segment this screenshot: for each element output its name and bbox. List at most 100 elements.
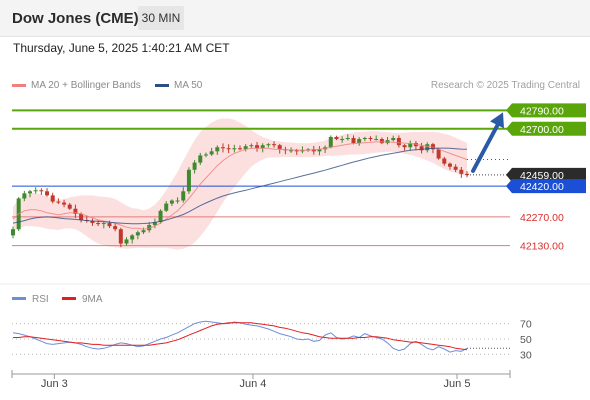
candle-body xyxy=(50,195,55,202)
ma20-line xyxy=(12,141,468,230)
candle-body xyxy=(243,146,248,150)
candle-body xyxy=(362,138,367,140)
candle-body xyxy=(113,226,118,230)
candle-body xyxy=(181,191,186,201)
candle-body xyxy=(90,221,95,224)
candle-body xyxy=(425,144,430,151)
current-price-label: 42459.00 xyxy=(520,170,564,182)
x-axis-tick-label: Jun 4 xyxy=(240,378,267,390)
candle-body xyxy=(45,191,50,196)
candle-body xyxy=(67,204,72,209)
research-credit: Research © 2025 Trading Central xyxy=(430,80,580,91)
legend-swatch-ma50 xyxy=(155,83,169,87)
candle-body xyxy=(220,147,225,149)
candle-body xyxy=(340,139,345,141)
candle-body xyxy=(186,169,191,192)
candle-body xyxy=(192,162,197,170)
rsi-tick-label: 30 xyxy=(520,349,532,361)
candle-body xyxy=(39,190,44,192)
candle-body xyxy=(453,166,458,170)
rsi-legend-swatch xyxy=(62,297,76,300)
candle-body xyxy=(141,230,146,233)
candle-body xyxy=(266,144,271,146)
candle-body xyxy=(135,232,140,236)
candle-body xyxy=(164,203,169,211)
rsi-tick-label: 70 xyxy=(520,319,532,331)
candle-body xyxy=(79,213,84,220)
candle-body xyxy=(169,200,174,204)
rsi-grid: 70 50 30 xyxy=(12,319,532,361)
candle-body xyxy=(300,150,305,152)
candle-body xyxy=(334,136,339,140)
candle-body xyxy=(22,193,27,199)
candle-body xyxy=(289,150,294,152)
rsi-line xyxy=(12,320,468,353)
candle-body xyxy=(28,191,33,194)
candle-body xyxy=(391,138,396,141)
forecast-arrow-shaft xyxy=(471,120,501,173)
candle-body xyxy=(226,148,231,150)
candle-body xyxy=(56,201,61,203)
candle-body xyxy=(328,136,333,148)
candle-body xyxy=(96,223,101,225)
rsi-legend-label: RSI xyxy=(32,294,49,305)
candle-body xyxy=(465,173,469,175)
pivot-label: 42420.00 xyxy=(520,181,564,193)
legend-ma20-bollinger: MA 20 + Bollinger Bands xyxy=(12,80,141,91)
x-axis-tick-label: Jun 5 xyxy=(444,378,471,390)
candle-body xyxy=(357,139,362,144)
candle-body xyxy=(62,202,67,205)
candle-body xyxy=(272,144,277,146)
candle-body xyxy=(255,145,260,149)
legend-label-ma20: MA 20 + Bollinger Bands xyxy=(31,80,141,91)
candle-body xyxy=(402,145,407,148)
candle-body xyxy=(419,146,424,151)
candle-body xyxy=(124,239,129,244)
candle-body xyxy=(374,139,379,141)
price-labels: 42459.00 42790.00 42700.00 42420.00 42270.00… xyxy=(506,103,586,253)
candle-body xyxy=(408,143,413,148)
forecast-arrow-head xyxy=(490,112,504,129)
candle-body xyxy=(209,151,214,155)
support-label: 42270.00 xyxy=(520,212,564,224)
candle-body xyxy=(130,235,135,240)
chart-datetime: Thursday, June 5, 2025 1:40:21 AM CET xyxy=(13,41,230,55)
current-price-label-tag xyxy=(506,167,586,182)
resistance-label-tag xyxy=(506,121,586,136)
resistance-label: 42700.00 xyxy=(520,124,564,136)
legend-ma50: MA 50 xyxy=(155,80,202,91)
candle-body xyxy=(152,222,157,226)
candle-body xyxy=(447,163,452,167)
candle-body xyxy=(238,148,242,150)
instrument-title: Dow Jones (CME) xyxy=(12,10,139,27)
rsi-ma-line xyxy=(13,322,468,351)
candle-body xyxy=(158,210,163,223)
candle-body xyxy=(175,200,180,202)
candle-body xyxy=(436,149,441,159)
candle-body xyxy=(198,155,203,163)
support-label: 42130.00 xyxy=(520,241,564,253)
candle-body xyxy=(260,145,265,149)
candle-body xyxy=(107,223,112,227)
chart-header: Dow Jones (CME) 30 MIN xyxy=(0,0,590,37)
legend-swatch-ma20 xyxy=(12,83,26,87)
candle-body xyxy=(306,149,311,151)
x-axis: Jun 3 Jun 4 Jun 5 xyxy=(11,370,511,390)
candle-body xyxy=(232,148,237,150)
candle-body xyxy=(33,190,38,192)
candle-body xyxy=(379,139,384,144)
candle-body xyxy=(249,145,254,147)
legend-label-ma50: MA 50 xyxy=(174,80,203,91)
candle-body xyxy=(101,223,106,225)
candle-body xyxy=(351,138,356,144)
candle-body xyxy=(215,147,220,152)
resistance-label: 42790.00 xyxy=(520,105,564,117)
candle-body xyxy=(317,149,322,152)
rsi-legend-label: 9MA xyxy=(82,294,103,305)
candle-body xyxy=(11,229,15,236)
candle-body xyxy=(396,138,401,146)
candle-body xyxy=(442,158,447,164)
timeframe-badge[interactable]: 30 MIN xyxy=(138,6,184,30)
candle-body xyxy=(459,169,464,174)
